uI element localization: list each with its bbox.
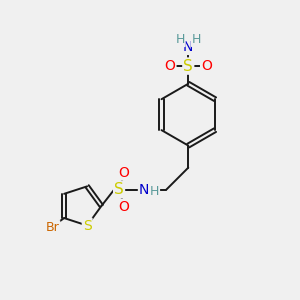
Text: O: O: [118, 166, 129, 180]
Text: N: N: [183, 40, 194, 54]
Text: Br: Br: [46, 221, 59, 234]
Text: O: O: [118, 200, 129, 214]
Text: O: O: [165, 59, 176, 73]
Text: S: S: [114, 182, 124, 197]
Text: S: S: [183, 58, 193, 74]
Text: N: N: [139, 183, 149, 197]
Text: H: H: [192, 33, 201, 46]
Text: H: H: [175, 33, 185, 46]
Text: S: S: [83, 218, 92, 233]
Text: O: O: [201, 59, 212, 73]
Text: H: H: [150, 185, 159, 198]
